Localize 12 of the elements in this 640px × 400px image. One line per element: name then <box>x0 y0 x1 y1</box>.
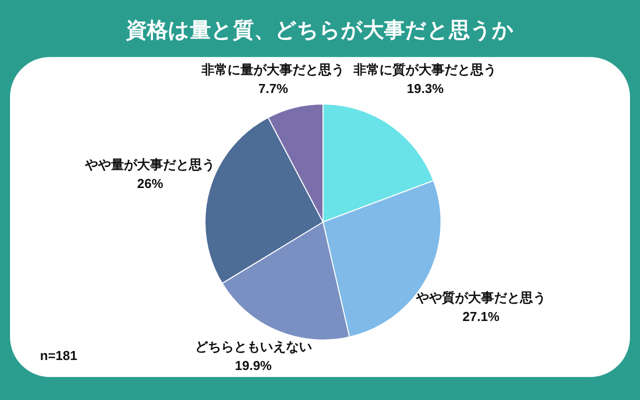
data-label: 7.7% <box>258 81 288 96</box>
chart-title: 資格は量と質、どちらが大事だと思うか <box>125 18 514 42</box>
slice-label: 非常に質が大事だと思う <box>352 62 497 77</box>
slice-label: やや量が大事だと思う <box>84 157 216 172</box>
data-label: 19.3% <box>406 81 444 96</box>
slice-label: やや質が大事だと思う <box>414 290 546 305</box>
slice-label: 非常に量が大事だと思う <box>200 62 345 77</box>
slice-label: どちらともいえない <box>194 339 312 354</box>
data-label: 27.1% <box>462 308 500 324</box>
text: n=181 <box>40 348 78 363</box>
data-label: 26% <box>137 176 164 192</box>
data-label: 19.9% <box>234 358 272 373</box>
